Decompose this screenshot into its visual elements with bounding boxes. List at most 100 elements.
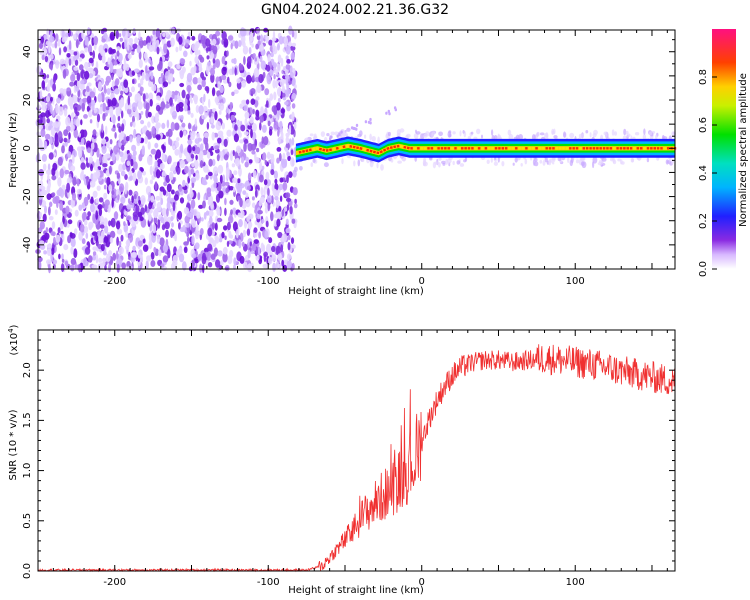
noise-speck (183, 50, 188, 58)
noise-speck (279, 195, 283, 202)
noise-speck (70, 198, 76, 208)
noise-speck (179, 69, 185, 76)
noise-speck (81, 212, 87, 221)
carrier-halo-speck (634, 132, 640, 136)
carrier-halo-speck (415, 131, 421, 135)
noise-speck (46, 244, 52, 248)
noise-speck (212, 63, 216, 70)
noise-speck (206, 86, 210, 94)
noise-speck (219, 260, 224, 266)
noise-speck (227, 76, 230, 84)
noise-speck (178, 185, 183, 192)
colorbar-label: Normalized spectral amplitude (738, 73, 749, 227)
y-tick-label: 1.0 (22, 463, 33, 479)
noise-speck (170, 216, 174, 222)
noise-speck (183, 246, 188, 253)
noise-speck (278, 88, 281, 97)
noise-speck (231, 66, 235, 76)
carrier-halo-speck (423, 157, 427, 163)
noise-speck (260, 106, 264, 115)
noise-speck (187, 31, 192, 37)
noise-speck (81, 238, 86, 245)
noise-speck (209, 238, 213, 244)
noise-speck (111, 127, 116, 132)
noise-speck (285, 90, 290, 98)
noise-speck (101, 138, 107, 145)
noise-speck (73, 248, 78, 259)
noise-speck (111, 197, 114, 208)
noise-speck (211, 158, 216, 167)
noise-speck (190, 199, 196, 209)
carrier-peak (362, 147, 366, 151)
noise-speck (161, 207, 167, 216)
noise-speck (122, 163, 127, 171)
noise-speck (120, 170, 126, 177)
noise-speck (103, 192, 108, 200)
noise-speck (49, 216, 54, 221)
noise-speck (247, 172, 252, 181)
carrier-halo-speck (446, 158, 452, 164)
noise-speck (146, 255, 152, 262)
carrier-halo-speck (514, 157, 518, 163)
carrier-halo-speck (313, 135, 318, 139)
noise-speck (127, 154, 131, 163)
snr-y-ticks: 0.0 0.5 1.0 1.5 2.0 (22, 329, 675, 579)
noise-speck (164, 221, 170, 230)
noise-speck (268, 128, 273, 136)
noise-speck (44, 55, 49, 63)
snr-x-ticks: -200 -100 0 100 (37, 330, 668, 588)
noise-speck (154, 181, 158, 191)
colorbar-tick-label: 0.0 (698, 261, 709, 277)
noise-speck (235, 228, 239, 239)
spectrogram-data (35, 25, 677, 274)
noise-speck (121, 144, 125, 151)
noise-speck (63, 244, 69, 251)
noise-speck (210, 124, 215, 129)
snr-scale-prefix: (x10 (9, 333, 20, 356)
noise-speck (263, 179, 268, 186)
noise-speck (47, 41, 53, 46)
noise-speck (133, 128, 137, 139)
noise-speck (264, 230, 269, 240)
noise-speck (54, 40, 58, 49)
noise-speck (215, 58, 221, 68)
noise-speck (133, 214, 139, 222)
noise-speck (291, 218, 296, 224)
noise-speck (210, 67, 215, 76)
noise-speck (49, 35, 55, 43)
carrier-halo-speck (497, 156, 500, 163)
noise-speck (207, 200, 211, 206)
noise-speck (171, 27, 176, 35)
noise-speck (212, 38, 217, 46)
noise-speck (92, 50, 95, 60)
carrier-halo-speck (309, 133, 314, 137)
noise-speck (153, 208, 159, 219)
noise-speck (205, 38, 211, 47)
noise-speck (173, 194, 179, 201)
noise-speck (277, 130, 280, 137)
noise-speck (286, 59, 291, 64)
noise-speck (132, 245, 136, 252)
noise-speck (80, 119, 83, 126)
noise-speck (210, 253, 216, 260)
noise-speck (276, 218, 281, 227)
noise-speck (121, 123, 125, 132)
noise-speck (158, 249, 162, 257)
noise-speck (285, 76, 289, 86)
noise-speck (69, 81, 75, 87)
noise-speck (159, 237, 165, 247)
noise-speck (230, 209, 233, 216)
noise-speck (46, 259, 52, 265)
noise-speck (190, 154, 195, 159)
noise-speck (65, 116, 71, 127)
noise-speck (195, 224, 199, 232)
noise-speck (201, 76, 206, 81)
noise-speck (243, 105, 248, 112)
noise-speck (288, 171, 293, 179)
carrier-halo-speck (299, 166, 303, 171)
noise-speck (161, 144, 165, 150)
noise-speck (244, 161, 249, 168)
noise-speck (88, 255, 93, 263)
noise-speck (223, 154, 229, 161)
noise-speck (46, 169, 52, 175)
